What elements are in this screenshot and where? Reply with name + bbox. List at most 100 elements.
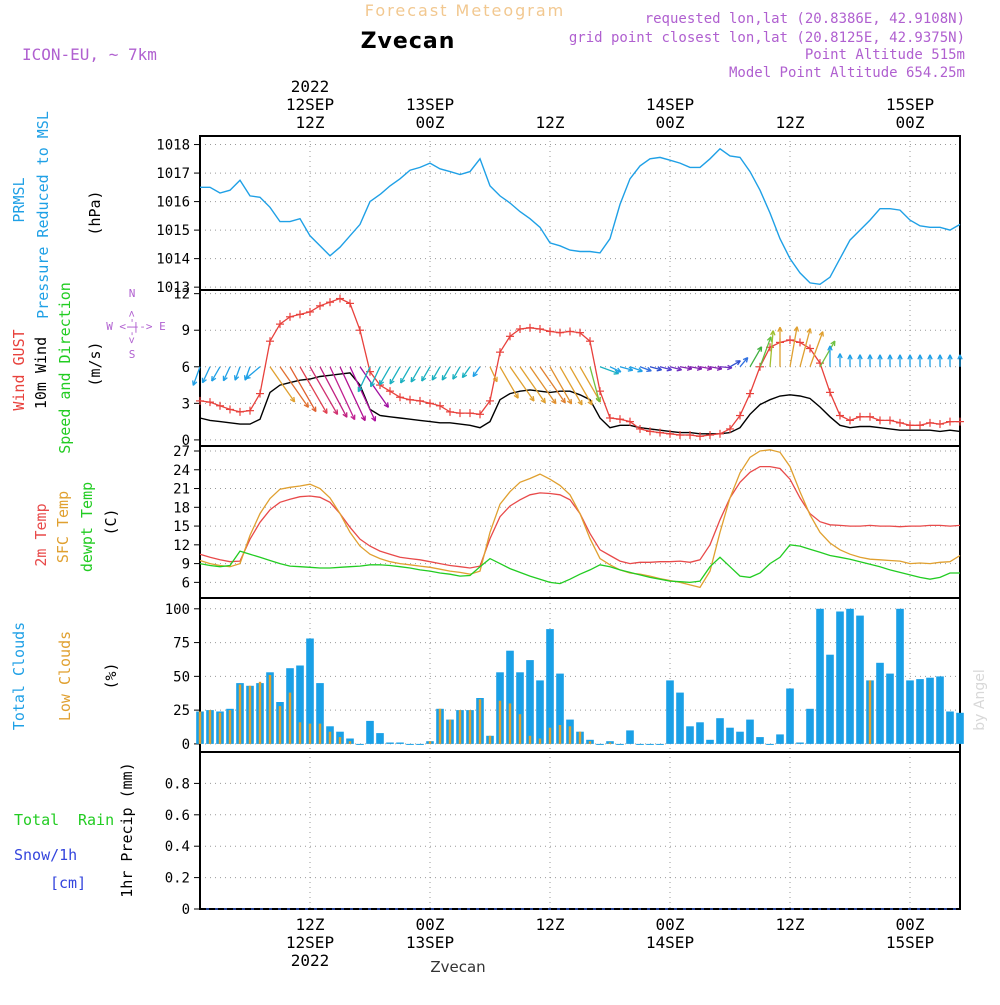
total-cloud-bar bbox=[386, 743, 394, 744]
model-altitude: Model Point Altitude 654.25m bbox=[729, 65, 965, 81]
y-tick-label: 18 bbox=[173, 500, 190, 516]
low-cloud-bar bbox=[469, 710, 471, 744]
total-cloud-bar bbox=[916, 679, 924, 744]
wind-direction-arrow bbox=[898, 355, 902, 367]
low-cloud-bar bbox=[569, 726, 571, 744]
gust-marker bbox=[306, 308, 314, 316]
gust-marker bbox=[936, 420, 944, 428]
model-name: ICON-EU, ~ 7km bbox=[22, 45, 157, 64]
low-cloud-bar bbox=[439, 709, 441, 744]
y-tick-label: 1016 bbox=[156, 195, 190, 211]
wind-arrow-head bbox=[308, 402, 309, 407]
gust-marker bbox=[836, 412, 844, 420]
total-cloud-bar bbox=[936, 676, 944, 744]
wind-direction-arrow bbox=[193, 367, 200, 386]
wind-arrow-shaft bbox=[270, 367, 295, 402]
total-cloud-bar bbox=[856, 616, 864, 744]
low-cloud-bar bbox=[539, 739, 541, 744]
gust-marker bbox=[906, 421, 914, 429]
gust-marker bbox=[926, 419, 934, 427]
total-cloud-bar bbox=[396, 743, 404, 744]
label-2m-temp: 2m Temp bbox=[32, 503, 50, 566]
label-prmsl: PRMSL bbox=[10, 177, 28, 222]
gust-marker bbox=[206, 398, 214, 406]
total-cloud-bar bbox=[366, 721, 374, 744]
panel-4: 00.20.40.60.8 bbox=[165, 752, 960, 918]
total-cloud-bar bbox=[886, 674, 894, 744]
low-cloud-bar bbox=[249, 686, 251, 744]
gust-marker bbox=[536, 325, 544, 333]
gust-marker bbox=[296, 310, 304, 318]
total-cloud-bar bbox=[596, 744, 604, 745]
total-cloud-bar bbox=[926, 678, 934, 744]
gust-marker bbox=[436, 402, 444, 410]
low-cloud-bar bbox=[479, 699, 481, 744]
y-tick-label: 0 bbox=[182, 737, 190, 753]
wind-direction-arrow bbox=[401, 367, 410, 383]
low-cloud-bar bbox=[319, 724, 321, 744]
wind-direction-arrow bbox=[740, 358, 748, 367]
wind-arrow-head bbox=[599, 397, 600, 402]
total-cloud-bar bbox=[536, 680, 544, 744]
total-cloud-bar bbox=[546, 629, 554, 744]
panel-frame bbox=[200, 446, 960, 598]
bottom-time-label: 12Z bbox=[776, 915, 805, 934]
plot-layer: 1013101410151016101710180369126912151821… bbox=[156, 77, 964, 970]
wind-direction-arrow bbox=[858, 355, 862, 367]
y-tick-label: 1018 bbox=[156, 138, 190, 154]
gust-marker bbox=[566, 327, 574, 335]
label-hpa: (hPa) bbox=[86, 190, 104, 235]
gust-marker bbox=[226, 405, 234, 413]
gust-marker bbox=[216, 402, 224, 410]
y-tick-label: 21 bbox=[173, 482, 190, 498]
wind-arrow-shaft bbox=[380, 367, 390, 385]
total-cloud-bar bbox=[906, 680, 914, 744]
wind-direction-arrow bbox=[235, 367, 240, 380]
compass-north: N bbox=[129, 287, 136, 300]
gust-marker bbox=[916, 421, 924, 429]
gust-marker bbox=[326, 298, 334, 306]
wind-arrow-head bbox=[555, 399, 556, 404]
gust-marker bbox=[396, 393, 404, 401]
top-time-label: 12Z bbox=[296, 113, 325, 132]
low-cloud-bar bbox=[289, 693, 291, 744]
label-sfc-temp: SFC Temp bbox=[54, 491, 72, 563]
gust-marker bbox=[946, 418, 954, 426]
wind-direction-arrow bbox=[828, 346, 832, 367]
low-cloud-bar bbox=[199, 712, 201, 744]
total-cloud-bar bbox=[406, 744, 414, 745]
gust-marker bbox=[746, 390, 754, 398]
gust-marker bbox=[856, 413, 864, 421]
label-1hr-precip: 1hr Precip (mm) bbox=[118, 762, 136, 897]
gust-marker bbox=[806, 345, 814, 353]
y-tick-label: 1014 bbox=[156, 252, 190, 268]
total-cloud-bar bbox=[846, 609, 854, 744]
wind-direction-arrow bbox=[848, 355, 852, 367]
y-tick-label: 0.2 bbox=[165, 871, 190, 887]
gust-marker bbox=[616, 415, 624, 423]
gust-marker bbox=[416, 397, 424, 405]
low-cloud-bar bbox=[449, 720, 451, 744]
panel-frame bbox=[200, 752, 960, 909]
low-cloud-bar bbox=[429, 741, 431, 744]
wind-direction-arrow bbox=[411, 367, 420, 382]
total-cloud-bar bbox=[626, 730, 634, 744]
label-speed-direction: Speed and Direction bbox=[56, 282, 74, 454]
wind-arrow-head bbox=[544, 398, 545, 403]
y-tick-label: 100 bbox=[165, 602, 190, 618]
gust-marker bbox=[446, 408, 454, 416]
temp-panel-labels: 2m Temp SFC Temp dewpt Temp (C) bbox=[32, 482, 120, 572]
low-cloud-bar bbox=[499, 701, 501, 744]
gust-marker bbox=[266, 337, 274, 345]
requested-location: requested lon,lat (20.8386E, 42.9108N) bbox=[645, 11, 965, 27]
wind-direction-arrow bbox=[770, 331, 775, 367]
y-tick-label: 25 bbox=[173, 703, 190, 719]
top-time-label: 00Z bbox=[896, 113, 925, 132]
bottom-time-label: 13SEP bbox=[406, 933, 454, 952]
low-cloud-bar bbox=[609, 743, 611, 744]
total-cloud-bar bbox=[356, 744, 364, 745]
wind-direction-arrow bbox=[570, 367, 592, 405]
gust-marker bbox=[496, 348, 504, 356]
wind-direction-arrow bbox=[432, 367, 440, 380]
